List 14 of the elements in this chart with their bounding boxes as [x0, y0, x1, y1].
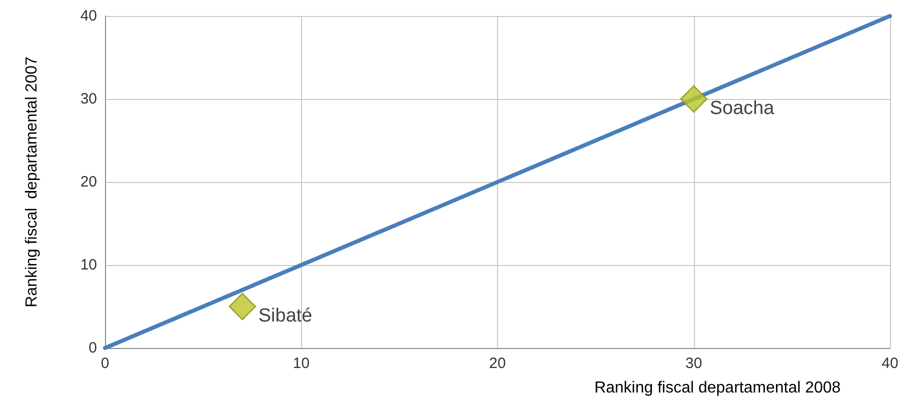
y-tick-label: 30: [80, 90, 97, 108]
y-tick-label: 0: [88, 340, 97, 356]
x-tick-label: 10: [292, 355, 310, 372]
y-tick-label: 40: [80, 8, 97, 24]
y-tick-label: 20: [80, 174, 97, 190]
x-tick-label: 20: [489, 355, 506, 372]
x-tick-label: 30: [685, 355, 702, 372]
y-tick-label: 10: [80, 256, 97, 274]
annotation: Sibaté: [258, 306, 312, 326]
annotation: Soacha: [710, 98, 775, 119]
y-axis-title: Ranking fiscal departamental 2007: [24, 56, 40, 308]
x-tick-label: 0: [100, 355, 110, 372]
x-axis-title: Ranking fiscal departamental 2008: [594, 380, 841, 396]
x-tick-label: 40: [882, 355, 898, 372]
